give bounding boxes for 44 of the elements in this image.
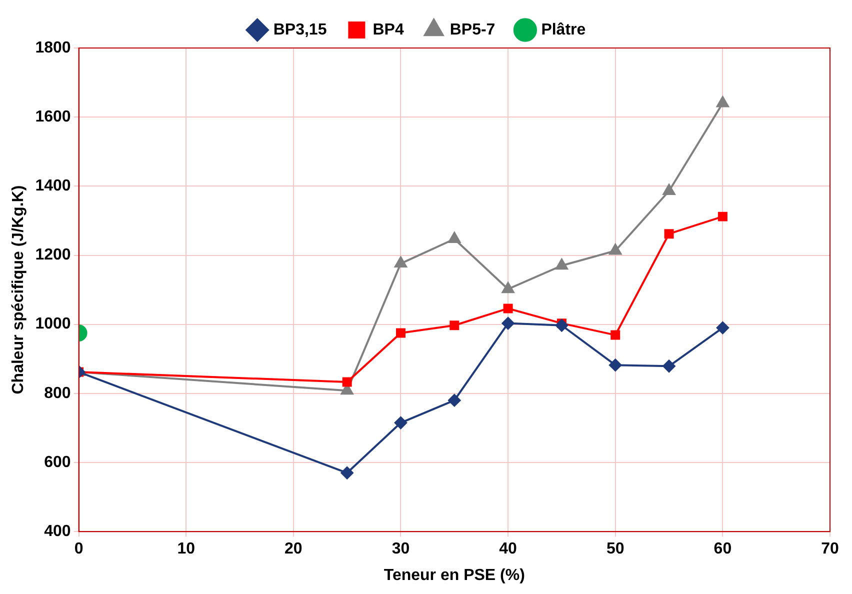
- point: [662, 184, 676, 196]
- point: [503, 304, 513, 314]
- x-axis-title: Teneur en PSE (%): [384, 566, 525, 584]
- x-tick-label: 60: [714, 540, 732, 558]
- x-tick-label: 40: [499, 540, 518, 558]
- point: [340, 466, 354, 480]
- point: [394, 256, 408, 268]
- y-tick-label: 1200: [35, 246, 71, 264]
- point: [555, 258, 568, 270]
- y-tick-label: 1000: [35, 316, 71, 333]
- point: [662, 360, 676, 373]
- x-tick-label: 30: [392, 540, 410, 558]
- point: [450, 320, 460, 330]
- y-tick-label: 800: [44, 384, 71, 402]
- legend-label: BP3,15: [273, 21, 327, 38]
- point: [716, 96, 730, 108]
- y-tick-label: 1400: [35, 178, 71, 195]
- point: [448, 394, 461, 407]
- legend-label: Plâtre: [541, 21, 586, 38]
- legend-label: BP4: [372, 21, 404, 38]
- x-tick-label: 10: [177, 540, 196, 558]
- point: [610, 330, 620, 340]
- point: [501, 282, 515, 294]
- x-tick-label: 0: [74, 540, 84, 558]
- point: [608, 358, 622, 372]
- y-tick-label: 400: [44, 523, 71, 540]
- point: [448, 232, 461, 244]
- y-tick-label: 1600: [35, 108, 71, 126]
- point: [502, 316, 515, 330]
- point: [718, 212, 728, 222]
- point: [555, 318, 568, 332]
- y-tick-label: 1800: [35, 39, 71, 56]
- point: [608, 243, 622, 255]
- x-tick-label: 50: [606, 540, 624, 558]
- point: [664, 229, 674, 239]
- point: [342, 377, 352, 387]
- y-axis-title: Chaleur spécifique (J/Kg.K): [10, 185, 28, 394]
- point: [396, 328, 406, 338]
- point: [716, 321, 730, 334]
- x-tick-label: 20: [284, 540, 302, 558]
- legend-label: BP5-7: [450, 21, 496, 38]
- x-tick-label: 70: [821, 540, 839, 558]
- point: [394, 416, 408, 430]
- y-tick-label: 600: [44, 454, 71, 471]
